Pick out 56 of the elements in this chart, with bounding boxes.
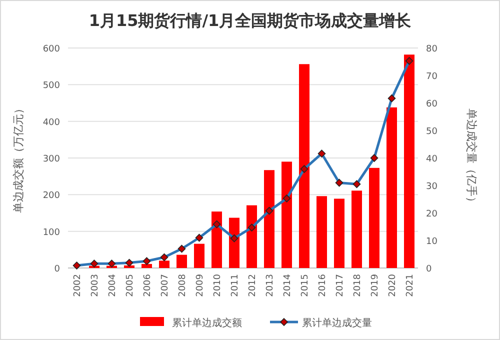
y2-tick-label: 0 — [426, 264, 432, 274]
bar — [142, 264, 152, 268]
x-tick-label: 2008 — [178, 274, 188, 297]
bar — [212, 212, 222, 268]
y-tick-label: 500 — [42, 81, 60, 92]
x-tick-label: 2010 — [212, 274, 223, 297]
x-tick-label: 2021 — [405, 274, 416, 297]
y2-tick-label: 50 — [426, 127, 438, 137]
bar — [159, 260, 170, 268]
x-tick-label: 2012 — [248, 274, 258, 297]
legend-label: 累计单边成交量 — [302, 317, 372, 329]
y-tick-label: 400 — [42, 118, 60, 128]
bar — [334, 198, 344, 268]
x-tick-label: 2002 — [72, 274, 83, 297]
y2-tick-label: 10 — [426, 237, 438, 247]
bar — [369, 168, 380, 268]
bar — [264, 170, 274, 268]
y-axis-title: 单边成交额（万亿元） — [12, 103, 25, 213]
bar — [299, 64, 310, 268]
y2-axis-title: 单边成交量（亿手） — [465, 108, 478, 208]
x-tick-label: 2007 — [160, 274, 170, 297]
y-tick-label: 300 — [42, 154, 60, 164]
x-tick-label: 2006 — [142, 274, 153, 297]
x-tick-label: 2013 — [265, 274, 276, 297]
y2-tick-label: 30 — [426, 182, 438, 192]
y2-tick-label: 70 — [426, 72, 438, 82]
bar — [176, 254, 187, 268]
y2-tick-label: 60 — [426, 100, 438, 110]
bar — [352, 190, 362, 268]
y2-tick-label: 20 — [426, 210, 438, 220]
bar — [282, 162, 292, 268]
x-tick-label: 2017 — [335, 274, 346, 297]
y-tick-label: 0 — [54, 264, 60, 274]
x-tick-label: 2015 — [300, 274, 310, 297]
x-tick-label: 2014 — [282, 274, 293, 297]
chart-title: 1月15期货行情/1月全国期货市场成交量增长 — [88, 11, 412, 30]
x-tick-label: 2019 — [370, 274, 380, 297]
x-tick-label: 2020 — [388, 274, 398, 297]
bar — [316, 196, 327, 268]
x-tick-label: 2005 — [125, 274, 136, 297]
bar — [404, 54, 414, 268]
y-tick-label: 100 — [42, 228, 60, 238]
y-tick-label: 200 — [42, 191, 60, 202]
x-tick-label: 2003 — [90, 274, 100, 297]
x-tick-label: 2011 — [230, 274, 240, 297]
legend-label: 累计单边成交额 — [172, 317, 242, 329]
y2-tick-label: 80 — [426, 44, 438, 54]
x-tick-label: 2009 — [195, 274, 206, 297]
bar — [246, 205, 257, 268]
x-tick-label: 2004 — [108, 274, 118, 297]
bar — [386, 107, 397, 268]
x-tick-label: 2016 — [318, 274, 328, 297]
y2-tick-label: 40 — [426, 154, 438, 164]
x-tick-label: 2018 — [352, 274, 363, 297]
bar — [194, 244, 204, 268]
y-tick-label: 600 — [42, 44, 60, 54]
